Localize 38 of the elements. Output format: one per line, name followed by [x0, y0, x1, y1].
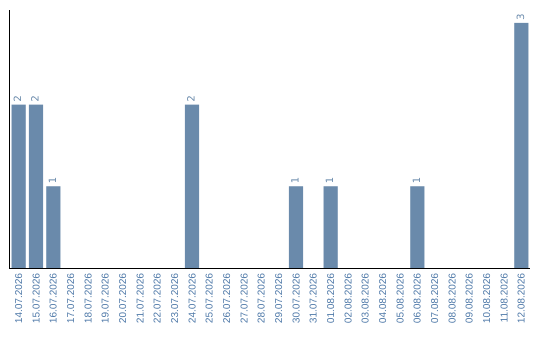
x-tick-label: 07.08.2026	[430, 272, 441, 324]
x-tick-label: 31.07.2026	[308, 272, 320, 324]
x-tick-label: 06.08.2026	[412, 272, 424, 324]
x-tick-label: 17.07.2026	[66, 272, 77, 324]
x-tick-label: 25.07.2026	[204, 272, 216, 324]
data-label: 2	[30, 95, 42, 102]
x-tick-label: 20.07.2026	[118, 272, 129, 324]
data-label: 2	[186, 95, 198, 102]
x-tick-label: 28.07.2026	[256, 272, 268, 324]
x-tick-label: 10.08.2026	[482, 272, 493, 324]
x-tick-label: 26.07.2026	[222, 272, 233, 324]
x-tick-label: 15.07.2026	[31, 272, 42, 324]
x-tick-label: 21.07.2026	[135, 272, 146, 324]
x-tick-label: 14.07.2026	[14, 272, 25, 324]
x-tick-label: 29.07.2026	[274, 272, 285, 324]
data-label: 1	[412, 176, 423, 184]
x-tick-label: 09.08.2026	[464, 272, 476, 324]
x-tick-label: 03.08.2026	[360, 272, 372, 324]
data-label: 1	[325, 176, 336, 184]
x-tick-label: 11.08.2026	[499, 272, 510, 322]
data-label: 3	[516, 14, 527, 20]
data-label: 1	[290, 176, 302, 184]
data-label: 1	[48, 176, 59, 184]
x-tick-label: 08.08.2026	[447, 272, 458, 324]
x-tick-label: 16.07.2026	[48, 272, 60, 324]
x-tick-label: 27.07.2026	[239, 272, 250, 324]
data-label: 2	[13, 95, 24, 102]
x-tick-label: 12.08.2026	[516, 272, 528, 324]
x-tick-label: 30.07.2026	[291, 272, 302, 324]
x-tick-label: 01.08.2026	[326, 272, 337, 324]
x-tick-label: 04.08.2026	[378, 272, 389, 324]
x-tick-label: 18.07.2026	[83, 272, 94, 324]
x-tick-label: 22.07.2026	[152, 272, 164, 324]
x-tick-label: 05.08.2026	[395, 272, 406, 324]
x-tick-label: 02.08.2026	[343, 272, 354, 324]
x-tick-label: 19.07.2026	[100, 272, 112, 324]
x-tick-label: 24.07.2026	[187, 272, 198, 324]
x-tick-label: 23.07.2026	[170, 272, 181, 324]
